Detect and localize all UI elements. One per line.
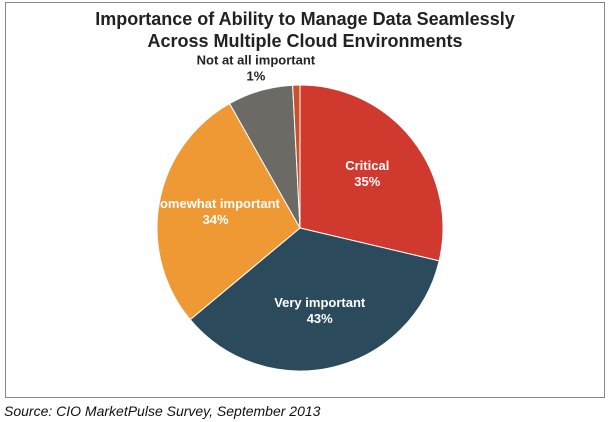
slice-label: Somewhat important <box>151 196 280 211</box>
slice-label: Very important <box>274 295 366 310</box>
value-label: 43% <box>307 311 333 326</box>
pie-slice <box>299 84 444 262</box>
source-note: Source: CIO MarketPulse Survey, Septembe… <box>4 403 321 419</box>
chart-title: Importance of Ability to Manage Data Sea… <box>95 9 515 51</box>
value-label: 1% <box>247 68 266 83</box>
chart-frame <box>5 2 605 398</box>
pie-slice <box>189 227 440 372</box>
pie-slice <box>292 84 301 229</box>
slice-label: Critical <box>345 158 389 173</box>
pie-slice <box>156 102 301 321</box>
value-label: 34% <box>203 212 229 227</box>
slice-label: Not at all important <box>197 52 316 67</box>
value-label: 35% <box>354 174 380 189</box>
